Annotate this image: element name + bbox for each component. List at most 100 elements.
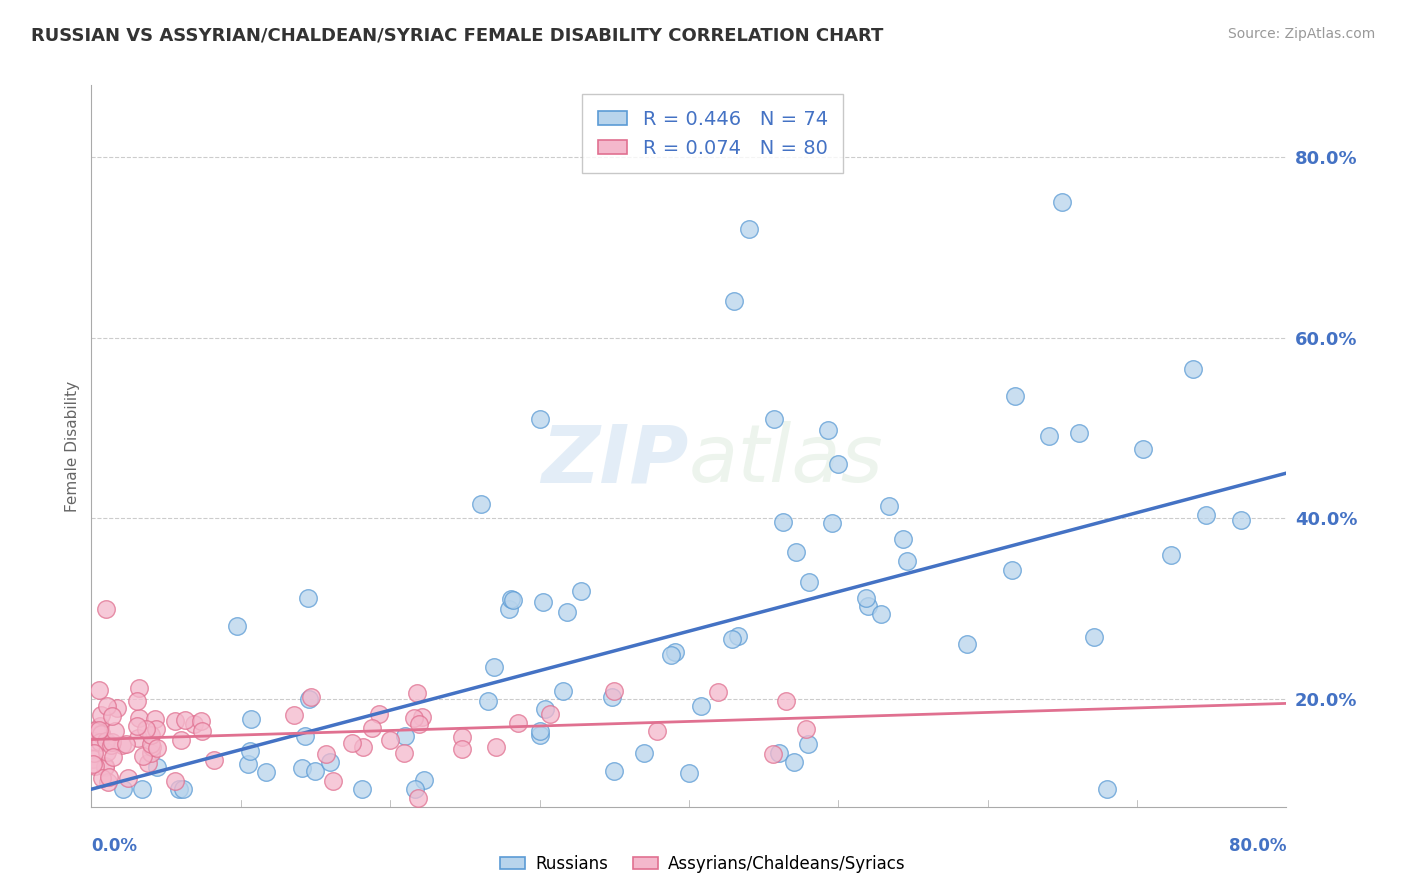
Point <box>104 724 127 739</box>
Point <box>856 599 879 614</box>
Point <box>111 782 134 797</box>
Point <box>141 739 163 754</box>
Point <box>891 532 914 546</box>
Point <box>551 683 574 698</box>
Point <box>689 699 711 714</box>
Point <box>315 747 337 761</box>
Point <box>600 690 623 704</box>
Point <box>1182 361 1205 376</box>
Point <box>297 692 319 706</box>
Point <box>96 745 118 759</box>
Point <box>678 766 700 780</box>
Point <box>139 728 162 742</box>
Point <box>1083 630 1105 644</box>
Point <box>111 739 134 753</box>
Point <box>413 773 436 788</box>
Point <box>191 723 214 738</box>
Point <box>367 706 389 721</box>
Point <box>143 712 166 726</box>
Point <box>90 726 112 740</box>
Point <box>100 739 122 753</box>
Y-axis label: Female Disability: Female Disability <box>65 380 80 512</box>
Point <box>394 729 416 743</box>
Point <box>297 591 319 605</box>
Legend: R = 0.446   N = 74, R = 0.074   N = 80: R = 0.446 N = 74, R = 0.074 N = 80 <box>582 95 844 173</box>
Point <box>820 516 842 530</box>
Point <box>404 782 426 797</box>
Point <box>603 683 626 698</box>
Point <box>569 584 592 599</box>
Point <box>352 782 374 797</box>
Point <box>163 774 186 789</box>
Point <box>796 722 818 736</box>
Point <box>294 729 316 743</box>
Point <box>470 496 492 510</box>
Point <box>173 713 195 727</box>
Point <box>392 746 415 760</box>
Point <box>84 759 107 773</box>
Point <box>659 648 682 663</box>
Point <box>82 734 104 748</box>
Point <box>98 770 121 784</box>
Point <box>226 619 249 633</box>
Point <box>128 681 150 695</box>
Point <box>707 684 730 698</box>
Point <box>202 753 225 767</box>
Point <box>877 499 900 513</box>
Point <box>239 744 262 758</box>
Point <box>82 756 104 771</box>
Point <box>603 764 626 778</box>
Point <box>506 715 529 730</box>
Point <box>94 760 117 774</box>
Point <box>141 746 163 760</box>
Point <box>125 719 148 733</box>
Point <box>533 701 555 715</box>
Point <box>799 574 821 589</box>
Point <box>529 724 551 739</box>
Point <box>1000 563 1022 577</box>
Point <box>91 771 114 785</box>
Point <box>477 694 499 708</box>
Point <box>633 746 655 760</box>
Point <box>1052 195 1074 210</box>
Point <box>145 722 167 736</box>
Point <box>1097 782 1119 797</box>
Point <box>761 747 783 761</box>
Point <box>105 701 128 715</box>
Point <box>169 782 191 797</box>
Point <box>499 592 522 607</box>
Point <box>1069 425 1091 440</box>
Point <box>1195 508 1218 523</box>
Point <box>100 708 122 723</box>
Point <box>361 721 384 735</box>
Point <box>82 752 104 766</box>
Point <box>145 741 167 756</box>
Point <box>406 686 429 700</box>
Point <box>498 601 520 615</box>
Point <box>132 748 155 763</box>
Point <box>135 722 157 736</box>
Point <box>89 719 111 733</box>
Point <box>84 723 107 738</box>
Point <box>827 457 849 471</box>
Point <box>782 755 804 769</box>
Point <box>406 791 429 805</box>
Point <box>127 731 149 745</box>
Point <box>101 750 124 764</box>
Point <box>83 746 105 760</box>
Point <box>299 690 322 704</box>
Point <box>283 707 305 722</box>
Point <box>115 737 138 751</box>
Text: 0.0%: 0.0% <box>91 837 138 855</box>
Point <box>94 759 117 773</box>
Point <box>146 760 169 774</box>
Point <box>89 735 111 749</box>
Point <box>956 637 979 651</box>
Text: 80.0%: 80.0% <box>1229 837 1286 855</box>
Point <box>727 629 749 643</box>
Point <box>131 782 153 797</box>
Point <box>855 591 877 605</box>
Point <box>531 595 554 609</box>
Text: RUSSIAN VS ASSYRIAN/CHALDEAN/SYRIAC FEMALE DISABILITY CORRELATION CHART: RUSSIAN VS ASSYRIAN/CHALDEAN/SYRIAC FEMA… <box>31 27 883 45</box>
Point <box>555 605 578 619</box>
